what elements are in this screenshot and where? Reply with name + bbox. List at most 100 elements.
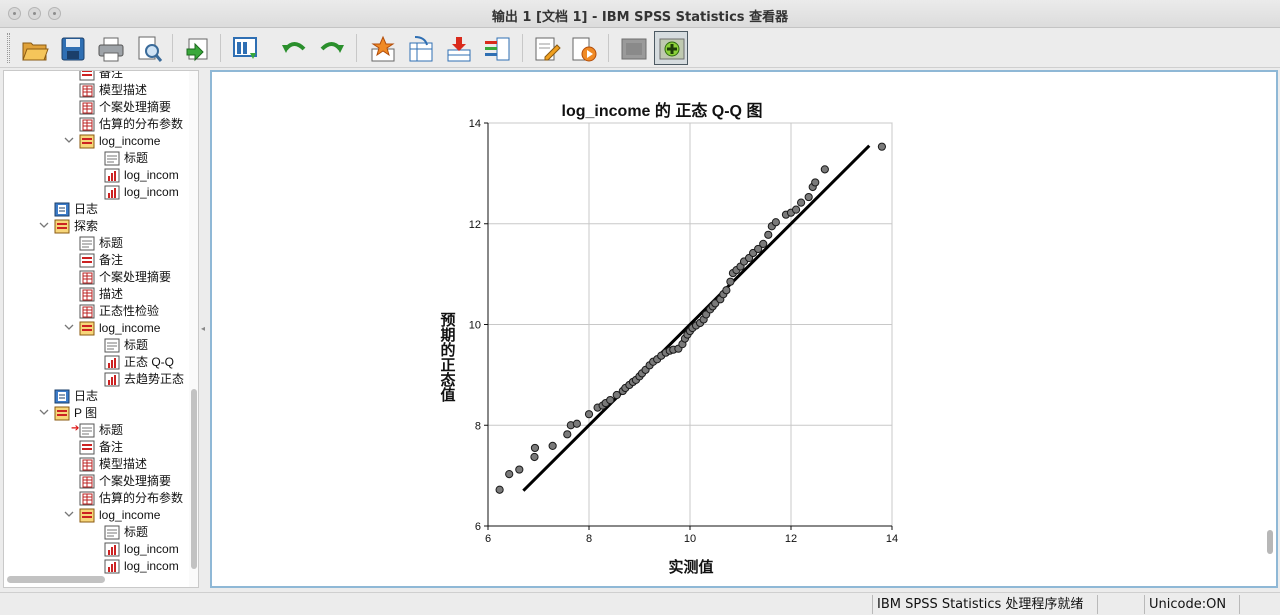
outline-vertical-scroll-thumb[interactable] bbox=[191, 389, 197, 569]
chevron-down-icon[interactable] bbox=[39, 406, 49, 416]
recall-dialog-button[interactable] bbox=[228, 31, 262, 65]
chevron-down-icon[interactable] bbox=[64, 508, 74, 518]
chevron-down-icon[interactable] bbox=[64, 321, 74, 331]
outline-item-label: 模型描述 bbox=[99, 83, 148, 97]
outline-item-label: log_incom bbox=[124, 185, 179, 199]
data-point bbox=[584, 410, 594, 419]
data-point bbox=[797, 198, 806, 207]
toolbar-grip bbox=[7, 33, 10, 63]
title-icon bbox=[104, 338, 120, 353]
chart-icon bbox=[104, 372, 120, 387]
chart-icon bbox=[104, 542, 120, 557]
toolbar-separator bbox=[608, 34, 609, 62]
outline-item-label: 个案处理摘要 bbox=[99, 100, 172, 114]
chart-icon bbox=[104, 185, 120, 200]
data-point bbox=[877, 142, 887, 151]
zoom-window-button[interactable] bbox=[48, 7, 61, 20]
export-icon bbox=[186, 38, 208, 62]
data-point bbox=[726, 277, 735, 286]
outline-item-label: 备注 bbox=[99, 253, 124, 267]
title-bar: 输出 1 [文档 1] - IBM SPSS Statistics 查看器 bbox=[0, 0, 1280, 28]
notes-icon bbox=[79, 440, 95, 455]
outline-item-label: 描述 bbox=[99, 287, 124, 301]
variables-button[interactable] bbox=[479, 31, 513, 65]
outline-item-label: 备注 bbox=[99, 440, 124, 454]
qq-plot-chart[interactable]: log_income 的 正态 Q-Q 图 实测值 预期的正态值 6 8 10 12 1… bbox=[212, 72, 1276, 586]
title-icon bbox=[79, 236, 95, 251]
reference-line bbox=[522, 144, 871, 492]
outline-item-label: P 图 bbox=[74, 406, 98, 420]
export-button[interactable] bbox=[179, 31, 213, 65]
show-button[interactable] bbox=[654, 31, 688, 65]
folder-icon bbox=[79, 134, 95, 149]
y-tick-label: 8 bbox=[475, 420, 481, 432]
chevron-down-icon[interactable] bbox=[64, 134, 74, 144]
chart-icon bbox=[104, 559, 120, 574]
open-icon bbox=[22, 42, 49, 61]
outline-item-label: 估算的分布参数 bbox=[99, 491, 184, 505]
content-vertical-scroll-thumb[interactable] bbox=[1267, 530, 1273, 554]
outline-pane[interactable]: 备注 模型描述 个案处理摘要 估算的分布参数 log_income 标题 log_incom… bbox=[3, 70, 199, 588]
outline-item-label: 日志 bbox=[74, 389, 99, 403]
chevron-down-icon[interactable] bbox=[39, 219, 49, 229]
data-point bbox=[804, 192, 813, 202]
redo-icon bbox=[320, 42, 344, 53]
print-preview-button[interactable] bbox=[131, 31, 165, 65]
hide-button[interactable] bbox=[616, 31, 650, 65]
table-icon bbox=[79, 100, 95, 115]
processor-status: IBM SPSS Statistics 处理程序就绪 bbox=[872, 595, 1098, 614]
outline-item-label: 正态 Q-Q bbox=[124, 355, 174, 369]
insert-cases-button[interactable] bbox=[441, 31, 475, 65]
close-window-button[interactable] bbox=[8, 7, 21, 20]
data-point bbox=[811, 178, 820, 187]
insert-cases-icon bbox=[447, 37, 471, 62]
goto-variable-button[interactable] bbox=[403, 31, 437, 65]
recall-dialog-icon bbox=[233, 37, 257, 59]
toolbar-separator bbox=[356, 34, 357, 62]
data-point bbox=[771, 218, 780, 227]
x-tick-label: 10 bbox=[684, 533, 696, 545]
outline-item-label: log_income bbox=[99, 321, 161, 335]
open-button[interactable] bbox=[17, 31, 51, 65]
data-point bbox=[495, 485, 504, 494]
print-icon bbox=[98, 37, 124, 62]
undo-button[interactable] bbox=[276, 31, 310, 65]
data-point bbox=[820, 165, 829, 174]
outline-horizontal-scroll-thumb[interactable] bbox=[7, 576, 105, 583]
y-tick-label: 6 bbox=[475, 521, 481, 533]
edit-output-button[interactable] bbox=[529, 31, 563, 65]
data-point bbox=[530, 452, 539, 462]
goto-case-button[interactable] bbox=[365, 31, 399, 65]
table-icon bbox=[79, 117, 95, 132]
title-icon bbox=[104, 151, 120, 166]
log-icon bbox=[54, 202, 70, 217]
outline-item-label: 标题 bbox=[124, 338, 149, 352]
data-point bbox=[612, 390, 621, 400]
pane-splitter[interactable]: ◂ bbox=[199, 70, 209, 588]
run-script-button[interactable] bbox=[566, 31, 600, 65]
outline-item-label: log_income bbox=[99, 508, 161, 522]
save-button[interactable] bbox=[55, 31, 89, 65]
x-tick-label: 12 bbox=[785, 533, 797, 545]
folder-icon bbox=[79, 321, 95, 336]
outline-item-label: log_incom bbox=[124, 542, 179, 556]
output-content-pane[interactable]: log_income 的 正态 Q-Q 图 实测值 预期的正态值 6 8 10 12 1… bbox=[210, 70, 1278, 588]
folder-icon bbox=[54, 406, 70, 421]
redo-button[interactable] bbox=[314, 31, 348, 65]
outline-item-label: 去趋势正态 bbox=[124, 372, 185, 386]
outline-item-label: 探索 bbox=[74, 219, 99, 233]
title-icon bbox=[79, 423, 95, 438]
outline-vertical-scrollbar[interactable] bbox=[189, 71, 198, 587]
table-icon bbox=[79, 287, 95, 302]
print-button[interactable] bbox=[93, 31, 127, 65]
splitter-grip-icon: ◂ bbox=[201, 324, 206, 333]
y-tick-label: 10 bbox=[469, 320, 481, 332]
minimize-window-button[interactable] bbox=[28, 7, 41, 20]
data-point bbox=[722, 286, 731, 295]
current-item-arrow-icon: ➔ bbox=[71, 423, 80, 434]
outline-item-label: 模型描述 bbox=[99, 457, 148, 471]
outline-item-label: 个案处理摘要 bbox=[99, 474, 172, 488]
outline-item-label: log_incom bbox=[124, 559, 179, 573]
outline-item-label: 标题 bbox=[124, 151, 149, 165]
